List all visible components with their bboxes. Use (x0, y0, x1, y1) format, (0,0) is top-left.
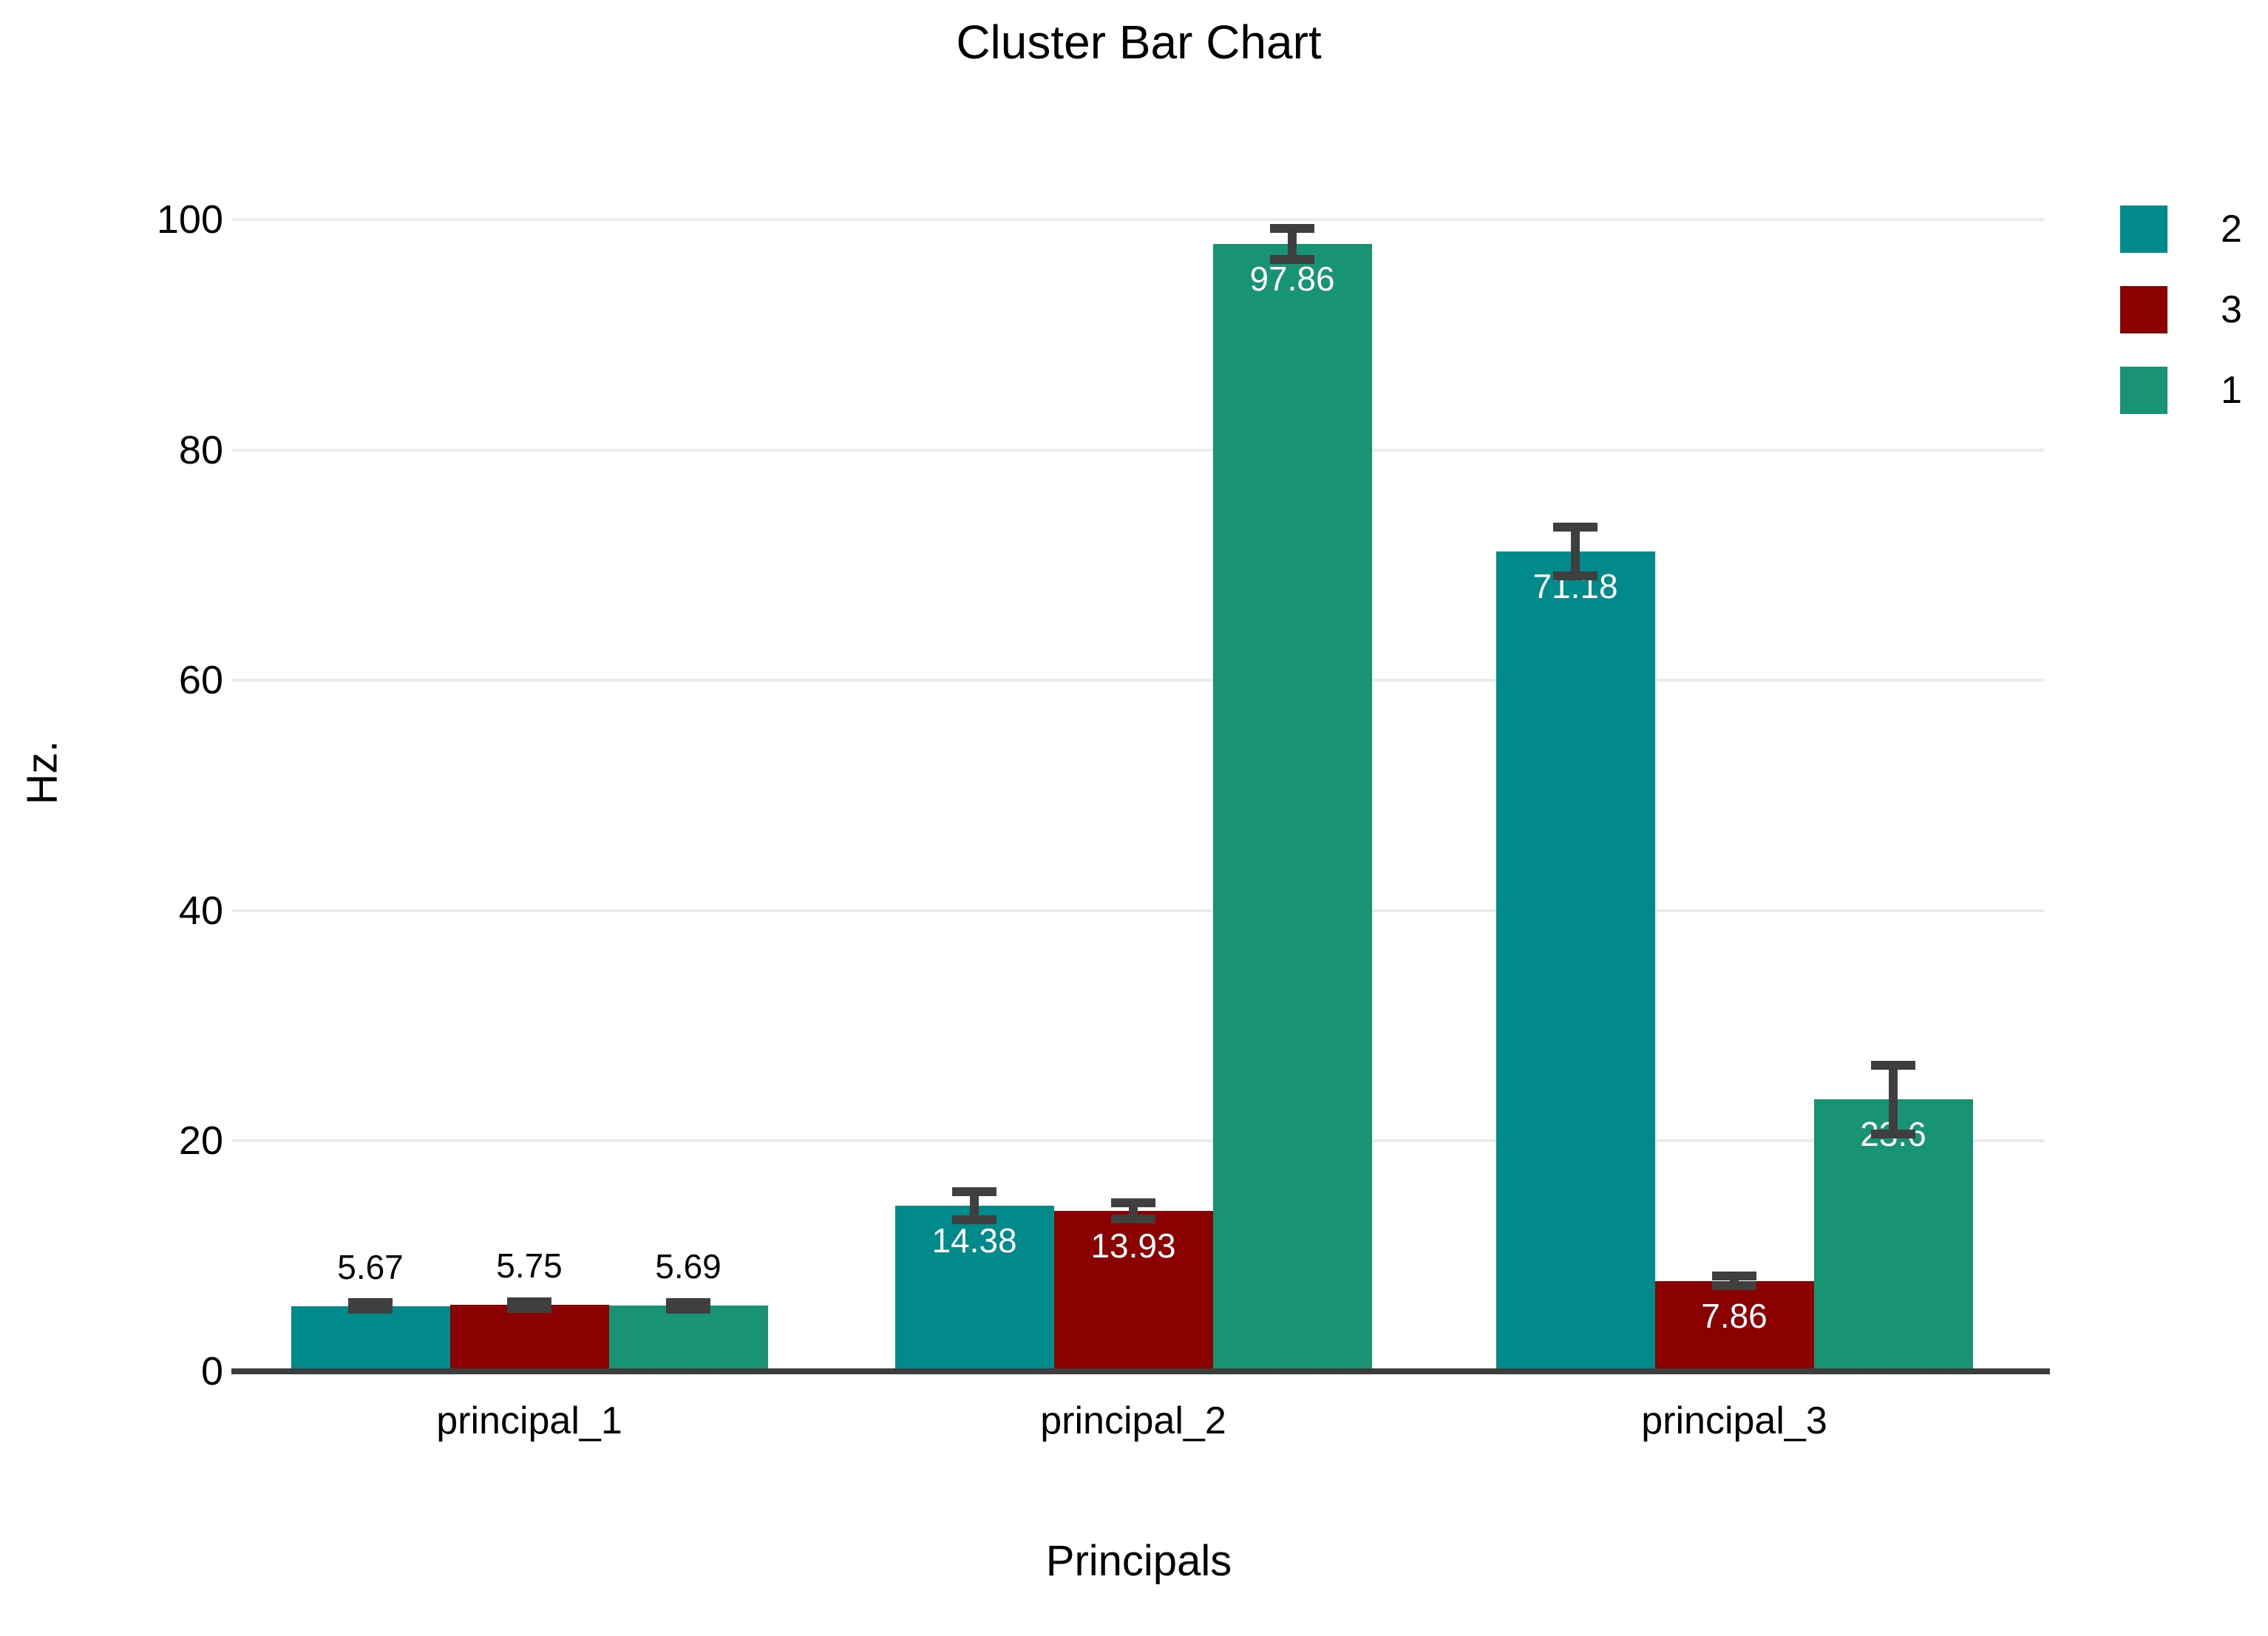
legend-swatch (2120, 367, 2167, 414)
error-bar-cap-top (1712, 1272, 1756, 1281)
bar-value-label: 5.69 (655, 1247, 722, 1286)
bar (291, 1306, 450, 1371)
error-bar (1871, 1060, 1915, 1139)
error-bar (507, 1297, 551, 1314)
error-bar-stem (970, 1192, 979, 1220)
error-bar (1111, 1198, 1155, 1223)
bar-value-label: 5.75 (496, 1246, 563, 1286)
error-bar (1270, 224, 1314, 265)
bar-value-label: 5.67 (337, 1247, 404, 1286)
error-bar (1553, 523, 1598, 580)
y-axis-title: Hz. (18, 740, 67, 805)
gridline (231, 679, 2044, 682)
error-bar-stem (1288, 228, 1297, 260)
error-bar (348, 1297, 393, 1314)
y-tick-label: 0 (200, 1349, 223, 1394)
error-bar-cap-bottom (1111, 1214, 1155, 1223)
bar-value-label: 14.38 (931, 1221, 1017, 1260)
error-bar-cap-top (1871, 1060, 1915, 1070)
bar (1813, 1099, 1973, 1371)
legend-label: 1 (2221, 369, 2242, 412)
error-bar-stem (1889, 1065, 1898, 1135)
bar (1654, 1280, 1814, 1371)
error-bar-cap-bottom (666, 1305, 710, 1314)
bar (449, 1305, 609, 1371)
y-tick-label: 100 (156, 197, 223, 242)
y-tick-label: 40 (178, 888, 223, 933)
legend-label: 3 (2221, 288, 2242, 331)
error-bar-cap-top (507, 1297, 551, 1306)
gridline (231, 909, 2044, 912)
error-bar-cap-top (1553, 523, 1598, 532)
legend-swatch (2120, 206, 2167, 253)
x-tick-label: principal_3 (1641, 1399, 1827, 1442)
legend-swatch (2120, 286, 2167, 333)
error-bar-cap-top (666, 1297, 710, 1307)
gridline (231, 218, 2044, 221)
error-bar-cap-bottom (1270, 255, 1314, 265)
bar (1495, 551, 1655, 1371)
x-tick-label: principal_1 (436, 1399, 622, 1442)
error-bar-cap-bottom (952, 1215, 997, 1224)
y-tick-label: 80 (178, 427, 223, 472)
error-bar-cap-top (952, 1187, 997, 1197)
error-bar-stem (1571, 527, 1580, 576)
bar (894, 1205, 1054, 1371)
y-tick-label: 60 (178, 658, 223, 703)
error-bar (1712, 1272, 1756, 1290)
bar-value-label: 13.93 (1090, 1226, 1176, 1265)
gridline (231, 1139, 2044, 1143)
error-bar-cap-bottom (1712, 1280, 1756, 1290)
error-bar-cap-top (1111, 1198, 1155, 1208)
chart-title: Cluster Bar Chart (956, 16, 1322, 69)
legend-item: 3 (2120, 286, 2242, 333)
error-bar (952, 1187, 997, 1224)
error-bar-cap-bottom (507, 1304, 551, 1314)
legend: 2 3 1 (2120, 206, 2242, 414)
x-axis-title: Principals (1045, 1537, 1232, 1585)
bar (1212, 244, 1372, 1371)
error-bar-cap-bottom (348, 1305, 393, 1314)
legend-label: 2 (2221, 208, 2242, 251)
error-bar (666, 1297, 710, 1314)
bar-value-label: 7.86 (1701, 1296, 1768, 1335)
error-bar-cap-top (348, 1297, 393, 1307)
error-bar-cap-bottom (1871, 1130, 1915, 1139)
y-tick-label: 20 (178, 1119, 223, 1164)
error-bar-cap-bottom (1553, 571, 1598, 580)
bar (1053, 1210, 1213, 1371)
legend-item: 2 (2120, 206, 2242, 253)
legend-item: 1 (2120, 367, 2242, 414)
gridline (231, 448, 2044, 452)
error-bar-cap-top (1270, 224, 1314, 234)
bar-value-label: 97.86 (1249, 259, 1335, 299)
bar (608, 1306, 768, 1371)
x-tick-label: principal_2 (1040, 1399, 1226, 1442)
x-axis-line (231, 1368, 2050, 1374)
